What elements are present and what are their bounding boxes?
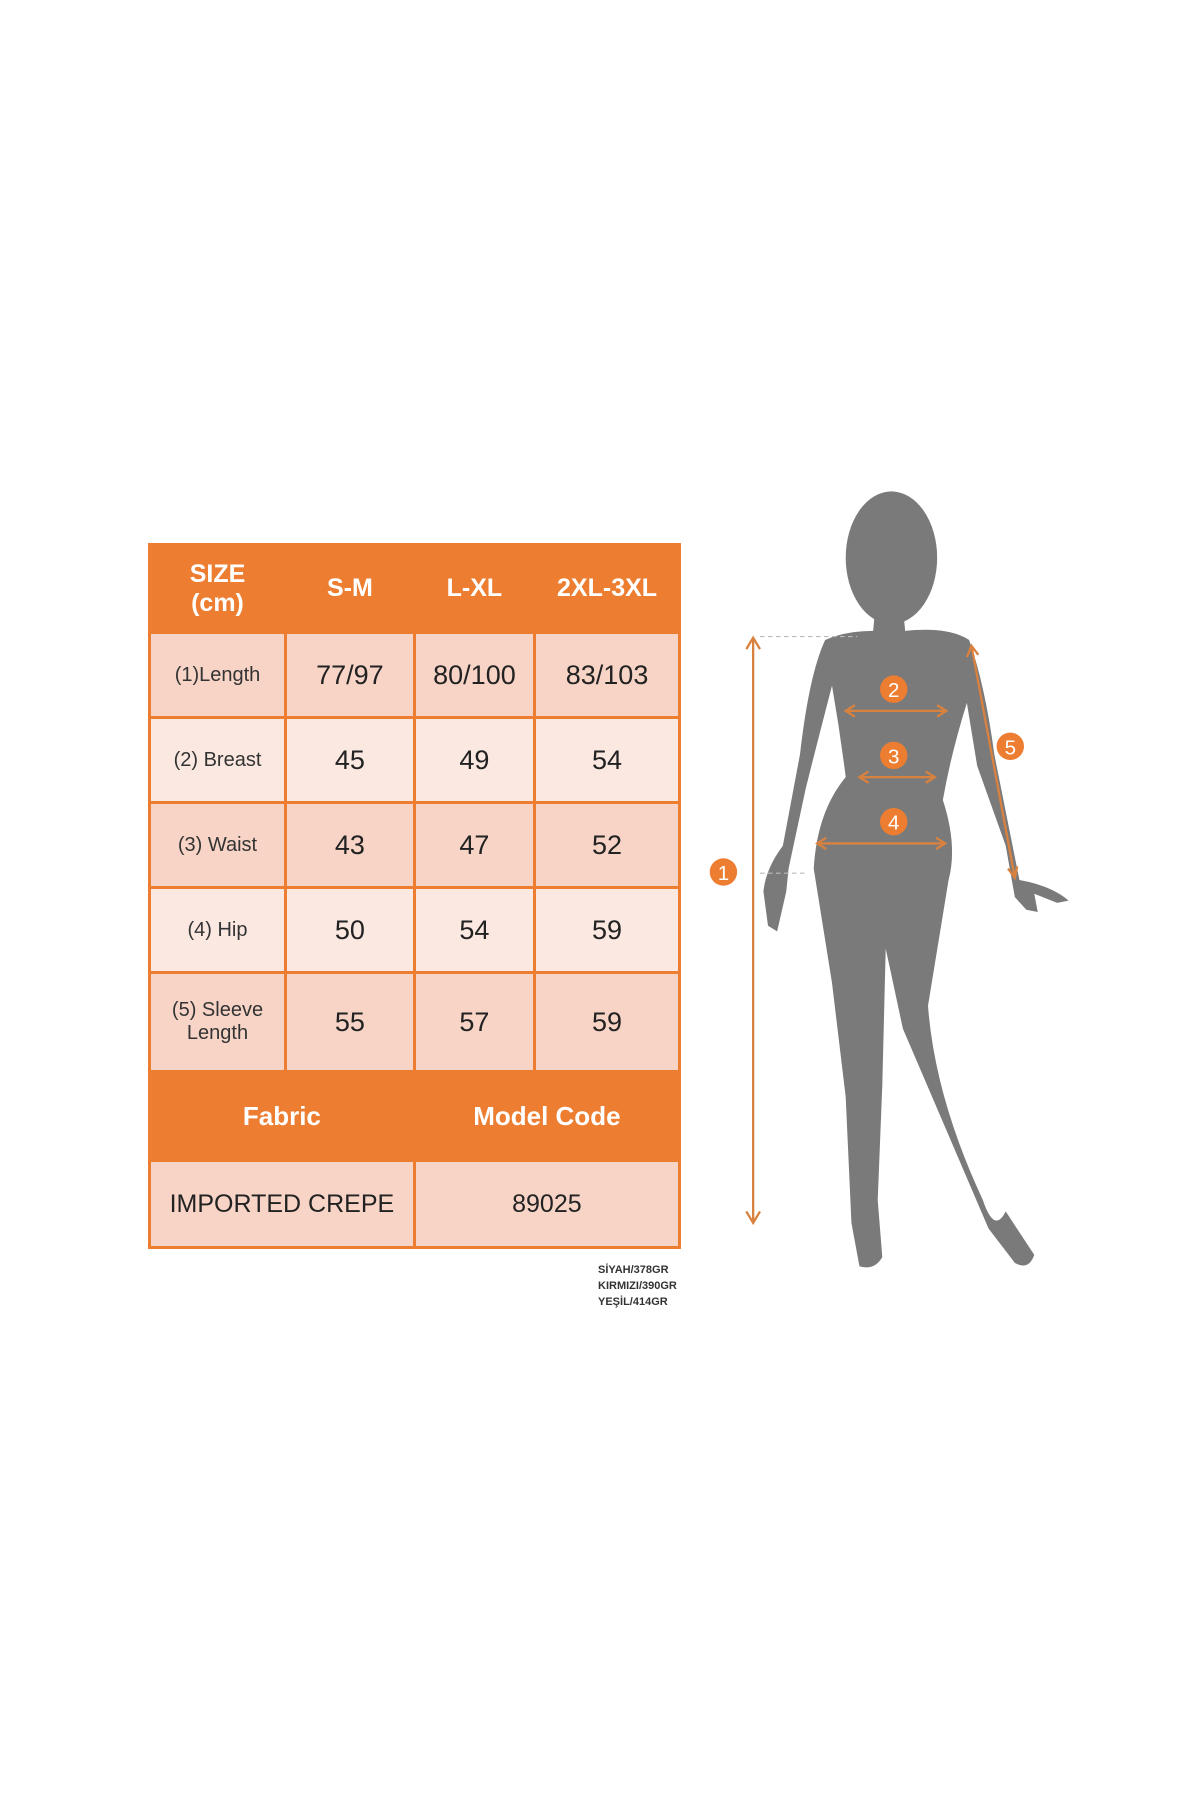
model-code-value: 89025 [412, 1159, 682, 1249]
cell: 54 [412, 886, 537, 974]
color-weights: SİYAH/378GR KIRMIZI/390GR YEŞİL/414GR [598, 1262, 677, 1310]
col-header: L-XL [412, 543, 537, 634]
row-label: (2) Breast [148, 716, 287, 804]
cell: 80/100 [412, 631, 537, 719]
size-header-line: SIZE [189, 559, 246, 588]
marker-label: 1 [718, 862, 729, 885]
marker-4-icon [880, 808, 908, 836]
marker-label: 3 [888, 745, 899, 768]
row-label: (1)Length [148, 631, 287, 719]
col-header: 2XL-3XL [533, 543, 681, 634]
cell: 50 [284, 886, 416, 974]
cell: 83/103 [533, 631, 681, 719]
table-row: (4) Hip 50 54 59 [148, 886, 681, 974]
cell: 77/97 [284, 631, 416, 719]
model-code-header: Model Code [412, 1070, 682, 1162]
table-header-row: SIZE (cm) S-M L-XL 2XL-3XL [148, 543, 681, 634]
cell: 59 [533, 886, 681, 974]
row-label: (5) Sleeve Length [148, 971, 287, 1073]
cell: 45 [284, 716, 416, 804]
marker-2-icon [880, 675, 908, 703]
cell: 57 [412, 971, 537, 1073]
col-header: S-M [284, 543, 416, 634]
row-label: (3) Waist [148, 801, 287, 889]
marker-1-icon [709, 858, 738, 886]
table-row: (2) Breast 45 49 54 [148, 716, 681, 804]
cell: 43 [284, 801, 416, 889]
marker-label: 4 [888, 812, 899, 835]
size-header-unit: (cm) [191, 588, 244, 617]
cell: 55 [284, 971, 416, 1073]
marker-5-icon [996, 732, 1024, 760]
table-row: (1)Length 77/97 80/100 83/103 [148, 631, 681, 719]
weight-line: SİYAH/378GR [598, 1264, 669, 1276]
cell: 47 [412, 801, 537, 889]
size-chart-table: SIZE (cm) S-M L-XL 2XL-3XL (1)Length 77/97… [148, 543, 682, 1249]
woman-silhouette [763, 491, 1069, 1268]
table-row: (5) Sleeve Length 55 57 59 [148, 971, 681, 1073]
marker-3-icon [880, 741, 908, 770]
weight-line: KIRMIZI/390GR [598, 1280, 677, 1292]
weight-line: YEŞİL/414GR [598, 1296, 668, 1308]
cell: 49 [412, 716, 537, 804]
cell: 54 [533, 716, 681, 804]
table-row: (3) Waist 43 47 52 [148, 801, 681, 889]
fabric-value: IMPORTED CREPE [148, 1159, 416, 1249]
cell: 52 [533, 801, 681, 889]
fabric-row: IMPORTED CREPE 89025 [148, 1159, 682, 1249]
cell: 59 [533, 971, 681, 1073]
fabric-header: Fabric [148, 1070, 416, 1162]
fabric-header-row: Fabric Model Code [148, 1070, 682, 1162]
marker-label: 5 [1005, 736, 1016, 759]
row-label: (4) Hip [148, 886, 287, 974]
measurement-arrows [745, 635, 1019, 1226]
marker-label: 2 [888, 679, 899, 702]
size-header: SIZE (cm) [148, 543, 287, 634]
